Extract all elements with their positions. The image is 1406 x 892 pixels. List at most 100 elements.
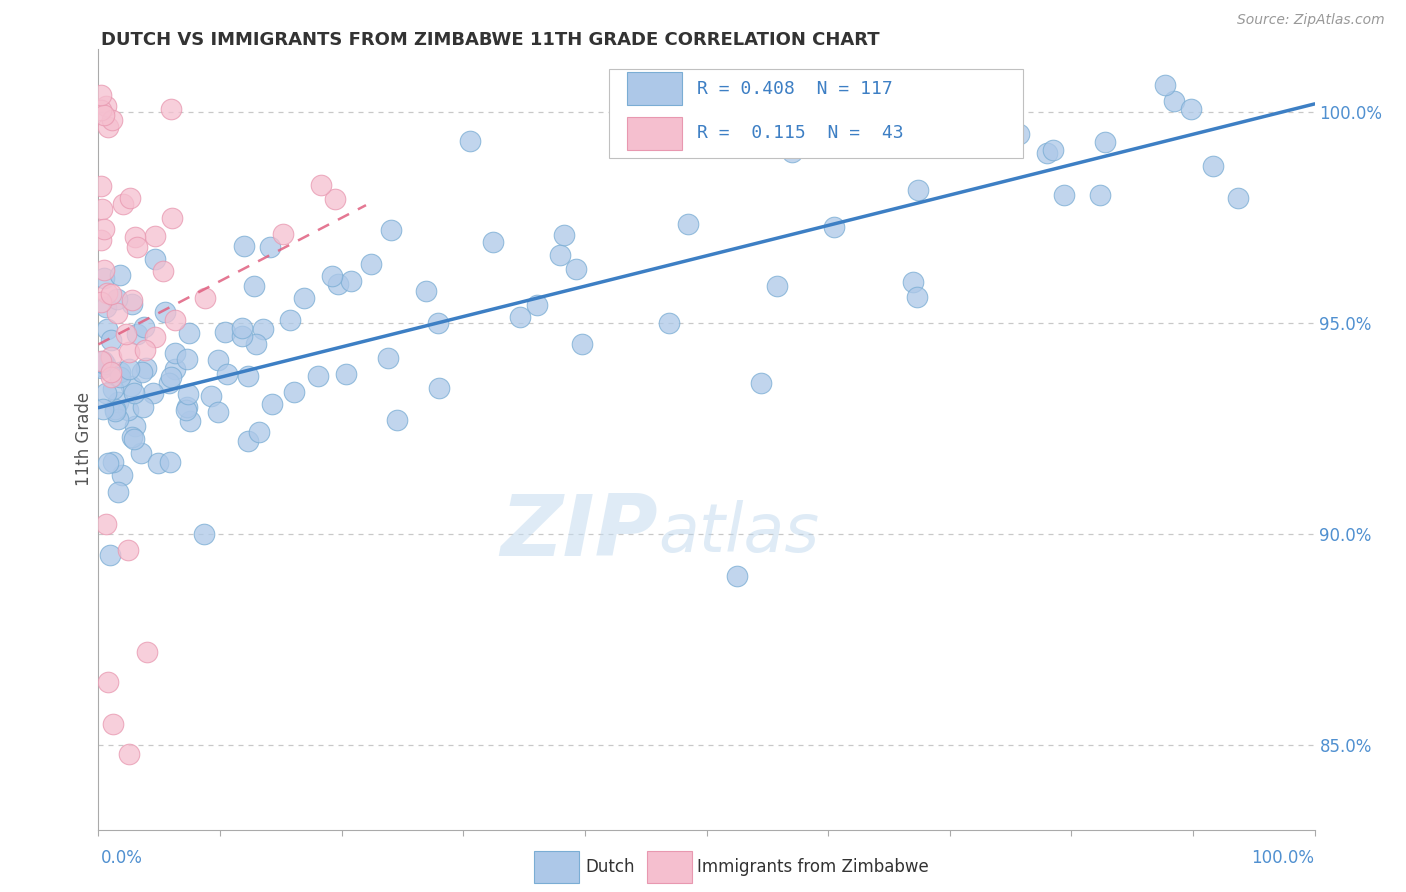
Point <box>93 271 115 285</box>
Point <box>108 268 131 282</box>
Point <box>231 329 253 343</box>
Point <box>134 343 156 357</box>
Point <box>259 239 281 253</box>
Point <box>427 316 450 330</box>
Point <box>360 257 382 271</box>
Point <box>252 321 274 335</box>
Point <box>526 298 548 312</box>
Point <box>117 403 139 417</box>
Point <box>111 196 134 211</box>
Point <box>1153 78 1175 93</box>
Point <box>131 366 153 380</box>
Point <box>1036 145 1059 160</box>
Point <box>323 192 346 206</box>
Point <box>115 326 138 341</box>
Point <box>125 326 148 341</box>
Point <box>118 191 141 205</box>
Point <box>90 178 112 193</box>
Text: R =  0.115  N =  43: R = 0.115 N = 43 <box>697 124 904 143</box>
Point <box>1053 187 1076 202</box>
Point <box>93 263 115 277</box>
Text: atlas: atlas <box>658 500 818 566</box>
Point <box>97 120 120 135</box>
Point <box>101 717 124 731</box>
Point <box>91 354 114 368</box>
Text: 100.0%: 100.0% <box>1251 849 1315 867</box>
Point <box>108 370 131 384</box>
Y-axis label: 11th Grade: 11th Grade <box>75 392 93 486</box>
Point <box>90 294 112 309</box>
Point <box>247 425 270 440</box>
Point <box>91 359 114 373</box>
Point <box>107 412 129 426</box>
Point <box>90 233 112 247</box>
Point <box>1202 159 1225 173</box>
Point <box>111 467 134 482</box>
Point <box>107 485 129 500</box>
Point <box>118 747 141 761</box>
Point <box>100 365 122 379</box>
Point <box>780 145 803 159</box>
Point <box>143 229 166 244</box>
Point <box>124 230 146 244</box>
Point <box>1007 128 1029 142</box>
Point <box>146 457 169 471</box>
Point <box>1042 143 1064 157</box>
Point <box>120 379 142 393</box>
Point <box>131 446 153 460</box>
Point <box>482 235 505 249</box>
Point <box>160 211 183 225</box>
Text: Immigrants from Zimbabwe: Immigrants from Zimbabwe <box>697 858 929 876</box>
Point <box>94 357 117 371</box>
Point <box>676 218 699 232</box>
Point <box>101 455 124 469</box>
Point <box>91 361 114 376</box>
Point <box>91 402 114 417</box>
Point <box>292 291 315 305</box>
Text: R = 0.408  N = 117: R = 0.408 N = 117 <box>697 80 893 98</box>
Point <box>122 385 145 400</box>
Point <box>91 355 114 369</box>
Point <box>278 313 301 327</box>
Point <box>159 455 181 469</box>
Point <box>231 320 253 334</box>
Point <box>122 433 145 447</box>
Point <box>90 87 112 102</box>
Point <box>132 320 155 334</box>
Point <box>550 248 572 262</box>
Point <box>90 202 112 217</box>
Point <box>177 387 200 401</box>
Point <box>93 222 115 236</box>
Point <box>215 367 238 381</box>
Point <box>415 285 437 299</box>
Point <box>152 263 174 277</box>
Point <box>380 223 402 237</box>
Point <box>335 367 357 381</box>
Point <box>143 329 166 343</box>
Point <box>321 269 343 284</box>
Point <box>94 385 117 400</box>
Point <box>236 368 259 383</box>
Point <box>823 220 845 235</box>
Point <box>236 434 259 449</box>
Point <box>194 291 217 305</box>
Text: DUTCH VS IMMIGRANTS FROM ZIMBABWE 11TH GRADE CORRELATION CHART: DUTCH VS IMMIGRANTS FROM ZIMBABWE 11TH G… <box>101 31 880 49</box>
Point <box>385 413 408 427</box>
Point <box>160 103 183 117</box>
Point <box>105 306 128 320</box>
Point <box>124 419 146 434</box>
Point <box>100 549 122 563</box>
Point <box>121 297 143 311</box>
Point <box>96 286 118 301</box>
Point <box>179 326 201 340</box>
Point <box>243 278 266 293</box>
Point <box>117 543 139 558</box>
Bar <box>627 117 682 150</box>
Point <box>104 404 127 418</box>
Point <box>125 239 148 253</box>
Text: 0.0%: 0.0% <box>101 849 143 867</box>
Point <box>136 645 159 659</box>
Point <box>891 128 914 142</box>
Point <box>96 517 118 532</box>
Point <box>176 351 198 366</box>
